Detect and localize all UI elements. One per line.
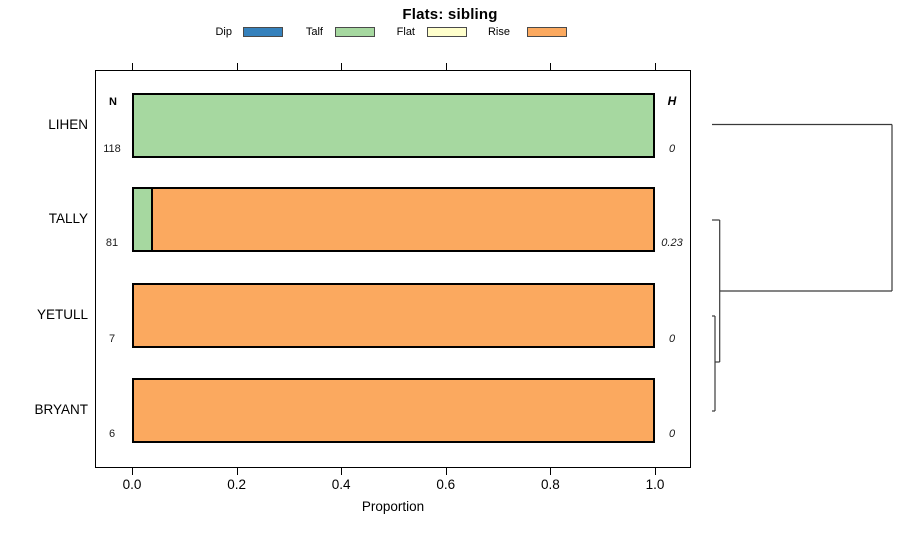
bar-bryant (132, 378, 655, 443)
chart-title: Flats: sibling (402, 6, 498, 23)
n-value: 81 (105, 236, 119, 249)
x-tick-top (341, 63, 343, 70)
bar-tally (132, 187, 655, 252)
legend-label-talf: Talf (305, 26, 323, 38)
bar-segment-rise (153, 189, 653, 250)
h-value: 0 (668, 332, 676, 345)
n-value: 6 (108, 427, 116, 440)
x-tick-label: 0.6 (436, 477, 456, 492)
x-tick-label: 1.0 (645, 477, 665, 492)
h-value: 0.23 (661, 236, 683, 249)
x-tick-top (132, 63, 133, 70)
x-tick-top (236, 63, 238, 70)
x-tick-top (550, 63, 552, 70)
bar-segment-rise (134, 285, 653, 346)
x-tick-top (445, 63, 447, 70)
y-axis-label-yetull: YETULL (36, 307, 88, 323)
legend-swatch-rise-icon (527, 27, 567, 37)
y-axis-label-lihen: LIHEN (48, 117, 88, 133)
bar-segment-talf (134, 189, 154, 250)
legend-swatch-dip-icon (243, 27, 283, 37)
n-column-header: N (109, 96, 117, 108)
x-tick-bottom (341, 468, 343, 475)
x-tick-top (655, 63, 656, 70)
x-tick-bottom (132, 468, 133, 475)
bar-segment-talf (134, 95, 653, 156)
y-axis-label-tally: TALLY (48, 211, 88, 227)
legend-swatch-flat-icon (427, 27, 467, 37)
legend-label-rise: Rise (487, 26, 510, 38)
y-axis-label-bryant: BRYANT (34, 402, 88, 418)
bar-segment-rise (134, 380, 653, 441)
x-tick-bottom (236, 468, 238, 475)
bar-yetull (132, 283, 655, 348)
legend-swatch-talf-icon (335, 27, 375, 37)
x-tick-label: 0.2 (227, 477, 246, 492)
x-tick-bottom (445, 468, 447, 475)
x-axis-title: Proportion (361, 499, 425, 514)
legend-label-dip: Dip (215, 26, 232, 38)
legend-label-flat: Flat (396, 26, 415, 38)
x-tick-bottom (550, 468, 552, 475)
x-tick-label: 0.8 (541, 477, 560, 492)
h-value: 0 (668, 427, 676, 440)
x-tick-label: 0.4 (331, 477, 351, 492)
n-value: 118 (103, 142, 121, 155)
n-value: 7 (108, 332, 116, 345)
x-tick-bottom (655, 468, 656, 475)
h-value: 0 (668, 142, 676, 155)
bar-lihen (132, 93, 655, 158)
x-tick-label: 0.0 (122, 477, 142, 492)
h-column-header: H (667, 94, 677, 108)
